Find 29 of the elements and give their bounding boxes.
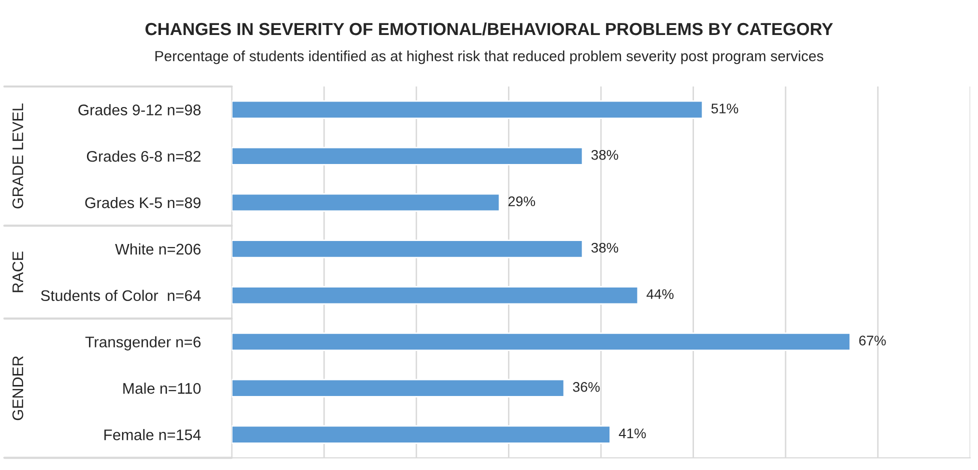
bar (232, 332, 851, 352)
data-label: 44% (646, 289, 674, 300)
data-label: 41% (618, 428, 646, 438)
y-tick-label: Male n=110 (123, 382, 201, 394)
y-tick-label: Grades K-5 n=89 (85, 196, 201, 208)
y-tick-label: Grades 9-12 n=98 (78, 104, 201, 116)
y-tick-label: Transgender n=6 (85, 336, 201, 350)
bar (232, 193, 500, 212)
bar (232, 378, 565, 398)
data-label: 29% (508, 196, 536, 206)
text: RACE (12, 252, 24, 292)
y-tick-label: Grades 6-8 n=82 (86, 150, 200, 162)
data-label: 51% (711, 104, 738, 114)
data-label: 38% (591, 242, 618, 253)
bar (232, 425, 611, 444)
y-tick-label: White n=206 (115, 243, 201, 255)
text: GRADE LEVEL (12, 104, 24, 208)
bar (232, 146, 584, 166)
bar (232, 100, 704, 119)
bar (232, 240, 584, 258)
text: GENDER (12, 356, 24, 420)
data-label: 36% (572, 382, 600, 392)
bar (232, 286, 639, 305)
chart-subtitle: Percentage of students identified as at highest risk that reduced problem severity post program services (155, 50, 824, 64)
data-label: 38% (591, 150, 618, 160)
chart-title: CHANGES IN SEVERITY OF EMOTIONAL/BEHAVIORAL PROBLEMS BY CATEGORY (145, 22, 833, 36)
y-tick-label: Female n=154 (104, 429, 201, 440)
y-tick-label: Students of Color n=64 (40, 290, 201, 302)
data-label: 67% (859, 336, 886, 346)
